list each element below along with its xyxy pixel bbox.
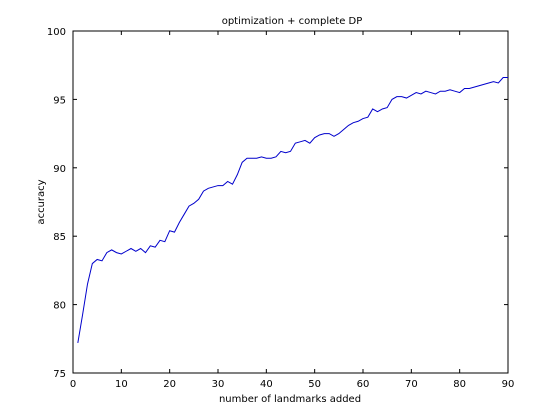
series-layer	[77, 77, 508, 343]
x-tick-label: 0	[70, 379, 76, 390]
y-tick-label: 75	[53, 369, 66, 380]
x-tick-label: 80	[453, 379, 466, 390]
x-tick-label: 60	[357, 379, 370, 390]
y-tick-label: 95	[53, 95, 66, 106]
x-tick-label: 40	[260, 379, 273, 390]
x-tick-label: 30	[212, 379, 225, 390]
chart-title: optimization + complete DP	[222, 16, 363, 27]
y-tick-label: 100	[47, 27, 66, 38]
x-tick-label: 20	[163, 379, 176, 390]
x-tick-label: 90	[502, 379, 515, 390]
x-tick-label: 50	[308, 379, 321, 390]
y-axis: 75 80 85 90 95 100	[47, 27, 508, 380]
y-tick-label: 85	[53, 232, 66, 243]
x-tick-label: 70	[405, 379, 418, 390]
plot-area-frame	[72, 30, 509, 374]
y-tick-label: 90	[53, 164, 66, 175]
accuracy-line	[77, 77, 508, 343]
x-tick-label: 10	[115, 379, 128, 390]
y-tick-label: 80	[53, 301, 66, 312]
y-axis-label: accuracy	[36, 179, 47, 224]
x-axis: 0 10 20 30 40 50 60 70 80 90	[70, 31, 515, 390]
x-axis-label: number of landmarks added	[219, 394, 361, 405]
